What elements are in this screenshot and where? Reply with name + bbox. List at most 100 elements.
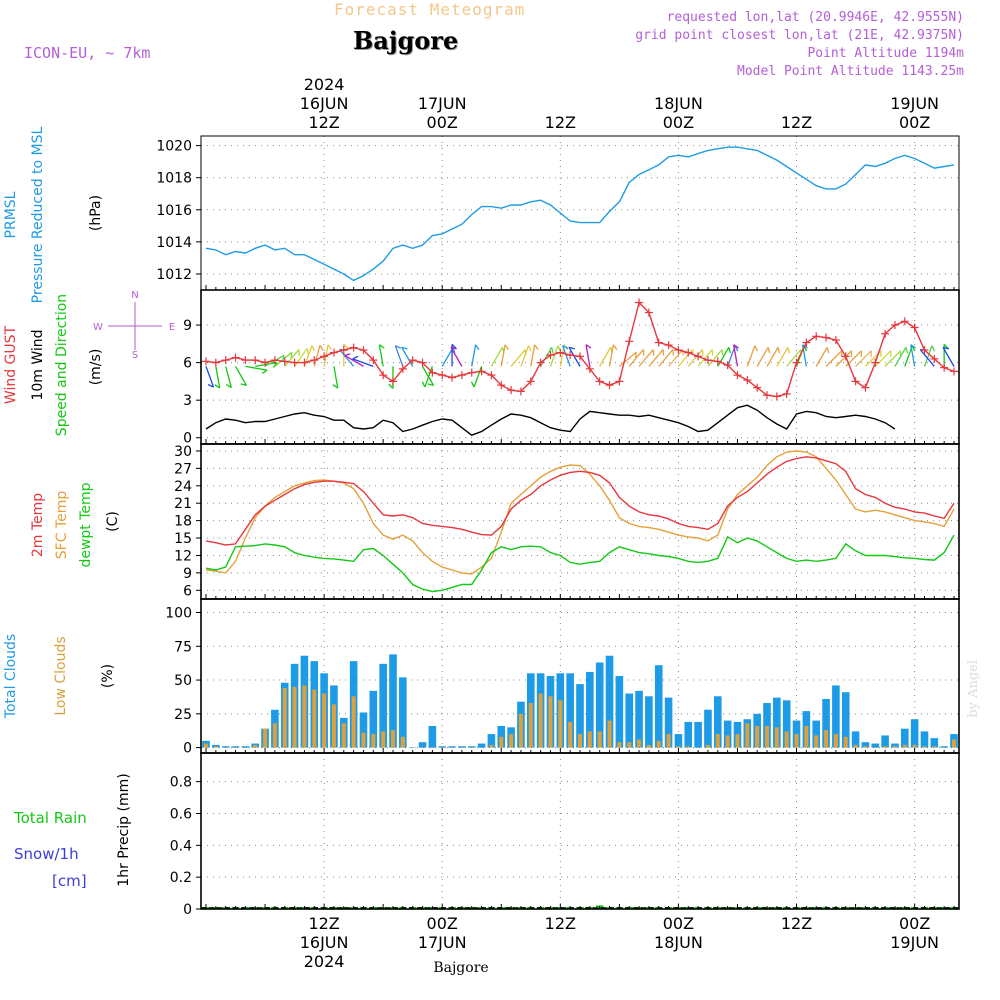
grid-point-coords: grid point closest lon,lat (21E, 42.9375…	[635, 28, 964, 43]
wind-barb	[608, 344, 618, 367]
wind-barb-shaft	[378, 344, 384, 367]
gust-marker	[802, 338, 811, 347]
wind-barb	[815, 346, 830, 367]
wind-barb-flag	[652, 349, 655, 356]
total-cloud-bar	[379, 663, 387, 748]
total-cloud-bar	[812, 720, 821, 748]
wind-barb	[707, 349, 724, 367]
low-cloud-bar	[833, 734, 838, 748]
low-cloud-bar	[735, 734, 740, 748]
gust-marker	[251, 356, 260, 365]
top-time-label: 17JUN	[418, 94, 467, 113]
wind-barb	[388, 366, 394, 389]
low-cloud-bar	[548, 696, 553, 748]
wind-barb	[205, 366, 215, 388]
low-cloud-bar	[804, 725, 809, 748]
gust-marker	[930, 354, 939, 363]
wind-barb-shaft	[628, 349, 644, 367]
wind-barb-flag	[905, 347, 909, 354]
low-cloud-bar	[381, 731, 386, 748]
low-cloud-bar	[892, 746, 897, 748]
wind-barb-flag	[721, 349, 724, 356]
panel-legend-label: SFC Temp	[54, 491, 70, 560]
panel-legend-label: Speed and Direction	[54, 294, 70, 436]
forecast-title: Forecast Meteogram	[334, 0, 526, 19]
low-cloud-bar	[499, 736, 504, 748]
top-time-label: 00Z	[427, 113, 458, 132]
wind-barb-flag	[585, 344, 592, 349]
gust-marker	[379, 371, 388, 380]
wind-barb-flag	[551, 347, 554, 354]
wind-barb	[585, 344, 592, 367]
low-cloud-bar	[725, 735, 730, 748]
wind-barb	[618, 351, 637, 367]
gust-marker	[615, 377, 624, 386]
wind-barb	[776, 346, 791, 367]
gust-marker	[684, 348, 693, 357]
wind-barb-shaft	[471, 344, 477, 367]
gust-marker	[674, 346, 683, 355]
panel-legend-label: 10m Wind	[30, 329, 46, 400]
wind-barb	[520, 345, 532, 367]
wind-barb-shaft	[421, 366, 435, 386]
wind-barb-shaft	[855, 350, 872, 367]
wind-barb-shaft	[746, 345, 756, 367]
station-title: Bajgore	[353, 26, 459, 55]
low-cloud-bar	[784, 731, 789, 748]
gust-marker	[694, 352, 703, 361]
wind-barb-shaft	[562, 345, 571, 367]
low-cloud-bar	[528, 703, 533, 748]
wind-barb	[352, 355, 374, 367]
low-cloud-bar	[774, 727, 779, 748]
wind-barb-flag	[290, 352, 293, 359]
wind-barb-flag	[344, 353, 351, 357]
low-cloud-bar	[558, 700, 563, 748]
low-cloud-bar	[794, 734, 799, 748]
total-cloud-bar	[832, 685, 840, 748]
panel-frame	[200, 443, 960, 600]
total-cloud-bar	[221, 746, 230, 748]
wind-barb-flag	[378, 344, 385, 349]
wind-barb-flag	[388, 383, 394, 389]
gust-marker	[477, 367, 486, 376]
gust-marker	[585, 364, 594, 373]
wind-barb	[697, 349, 714, 367]
low-cloud-bar	[922, 746, 927, 748]
wind-barb	[274, 351, 293, 367]
bottom-time-label: 12Z	[545, 914, 576, 933]
wind-barb	[855, 350, 872, 367]
low-cloud-bar	[666, 734, 671, 748]
wind-barb-shaft	[338, 349, 355, 367]
wind-barb-shaft	[815, 346, 828, 367]
gust-marker	[831, 336, 840, 345]
gust-marker	[408, 356, 417, 365]
bottom-time-label: 17JUN	[418, 933, 467, 952]
gust-marker	[743, 376, 752, 385]
wind-barb-shaft	[245, 365, 268, 371]
gust-marker	[950, 367, 958, 376]
bottom-time-label: 12Z	[308, 914, 339, 933]
gust-marker	[841, 352, 850, 361]
gust-marker	[792, 358, 801, 367]
wind-barb-shaft	[294, 347, 308, 367]
low-cloud-bar	[391, 730, 395, 748]
wind-barb-shaft	[638, 349, 654, 367]
wind-barb-shaft	[733, 344, 739, 367]
low-cloud-bar	[489, 744, 494, 748]
model-altitude: Model Point Altitude 1143.25m	[737, 64, 964, 79]
gust-marker	[940, 363, 949, 372]
y-tick-label: 0	[183, 902, 192, 918]
wind-barb	[628, 349, 645, 367]
top-time-label: 12Z	[545, 113, 576, 132]
wind-barb-shaft	[234, 366, 248, 386]
gust-marker	[763, 391, 771, 400]
total-cloud-bar	[231, 746, 240, 748]
wind-barb	[568, 346, 581, 367]
gust-marker	[457, 371, 466, 380]
y-tick-label: 1020	[156, 139, 192, 155]
precip-legend-label: [cm]	[52, 872, 87, 890]
wind-barb	[421, 366, 435, 387]
low-cloud-bar	[253, 744, 258, 748]
wind-barb-flag	[261, 369, 268, 375]
wind-barb-shaft	[884, 350, 902, 367]
